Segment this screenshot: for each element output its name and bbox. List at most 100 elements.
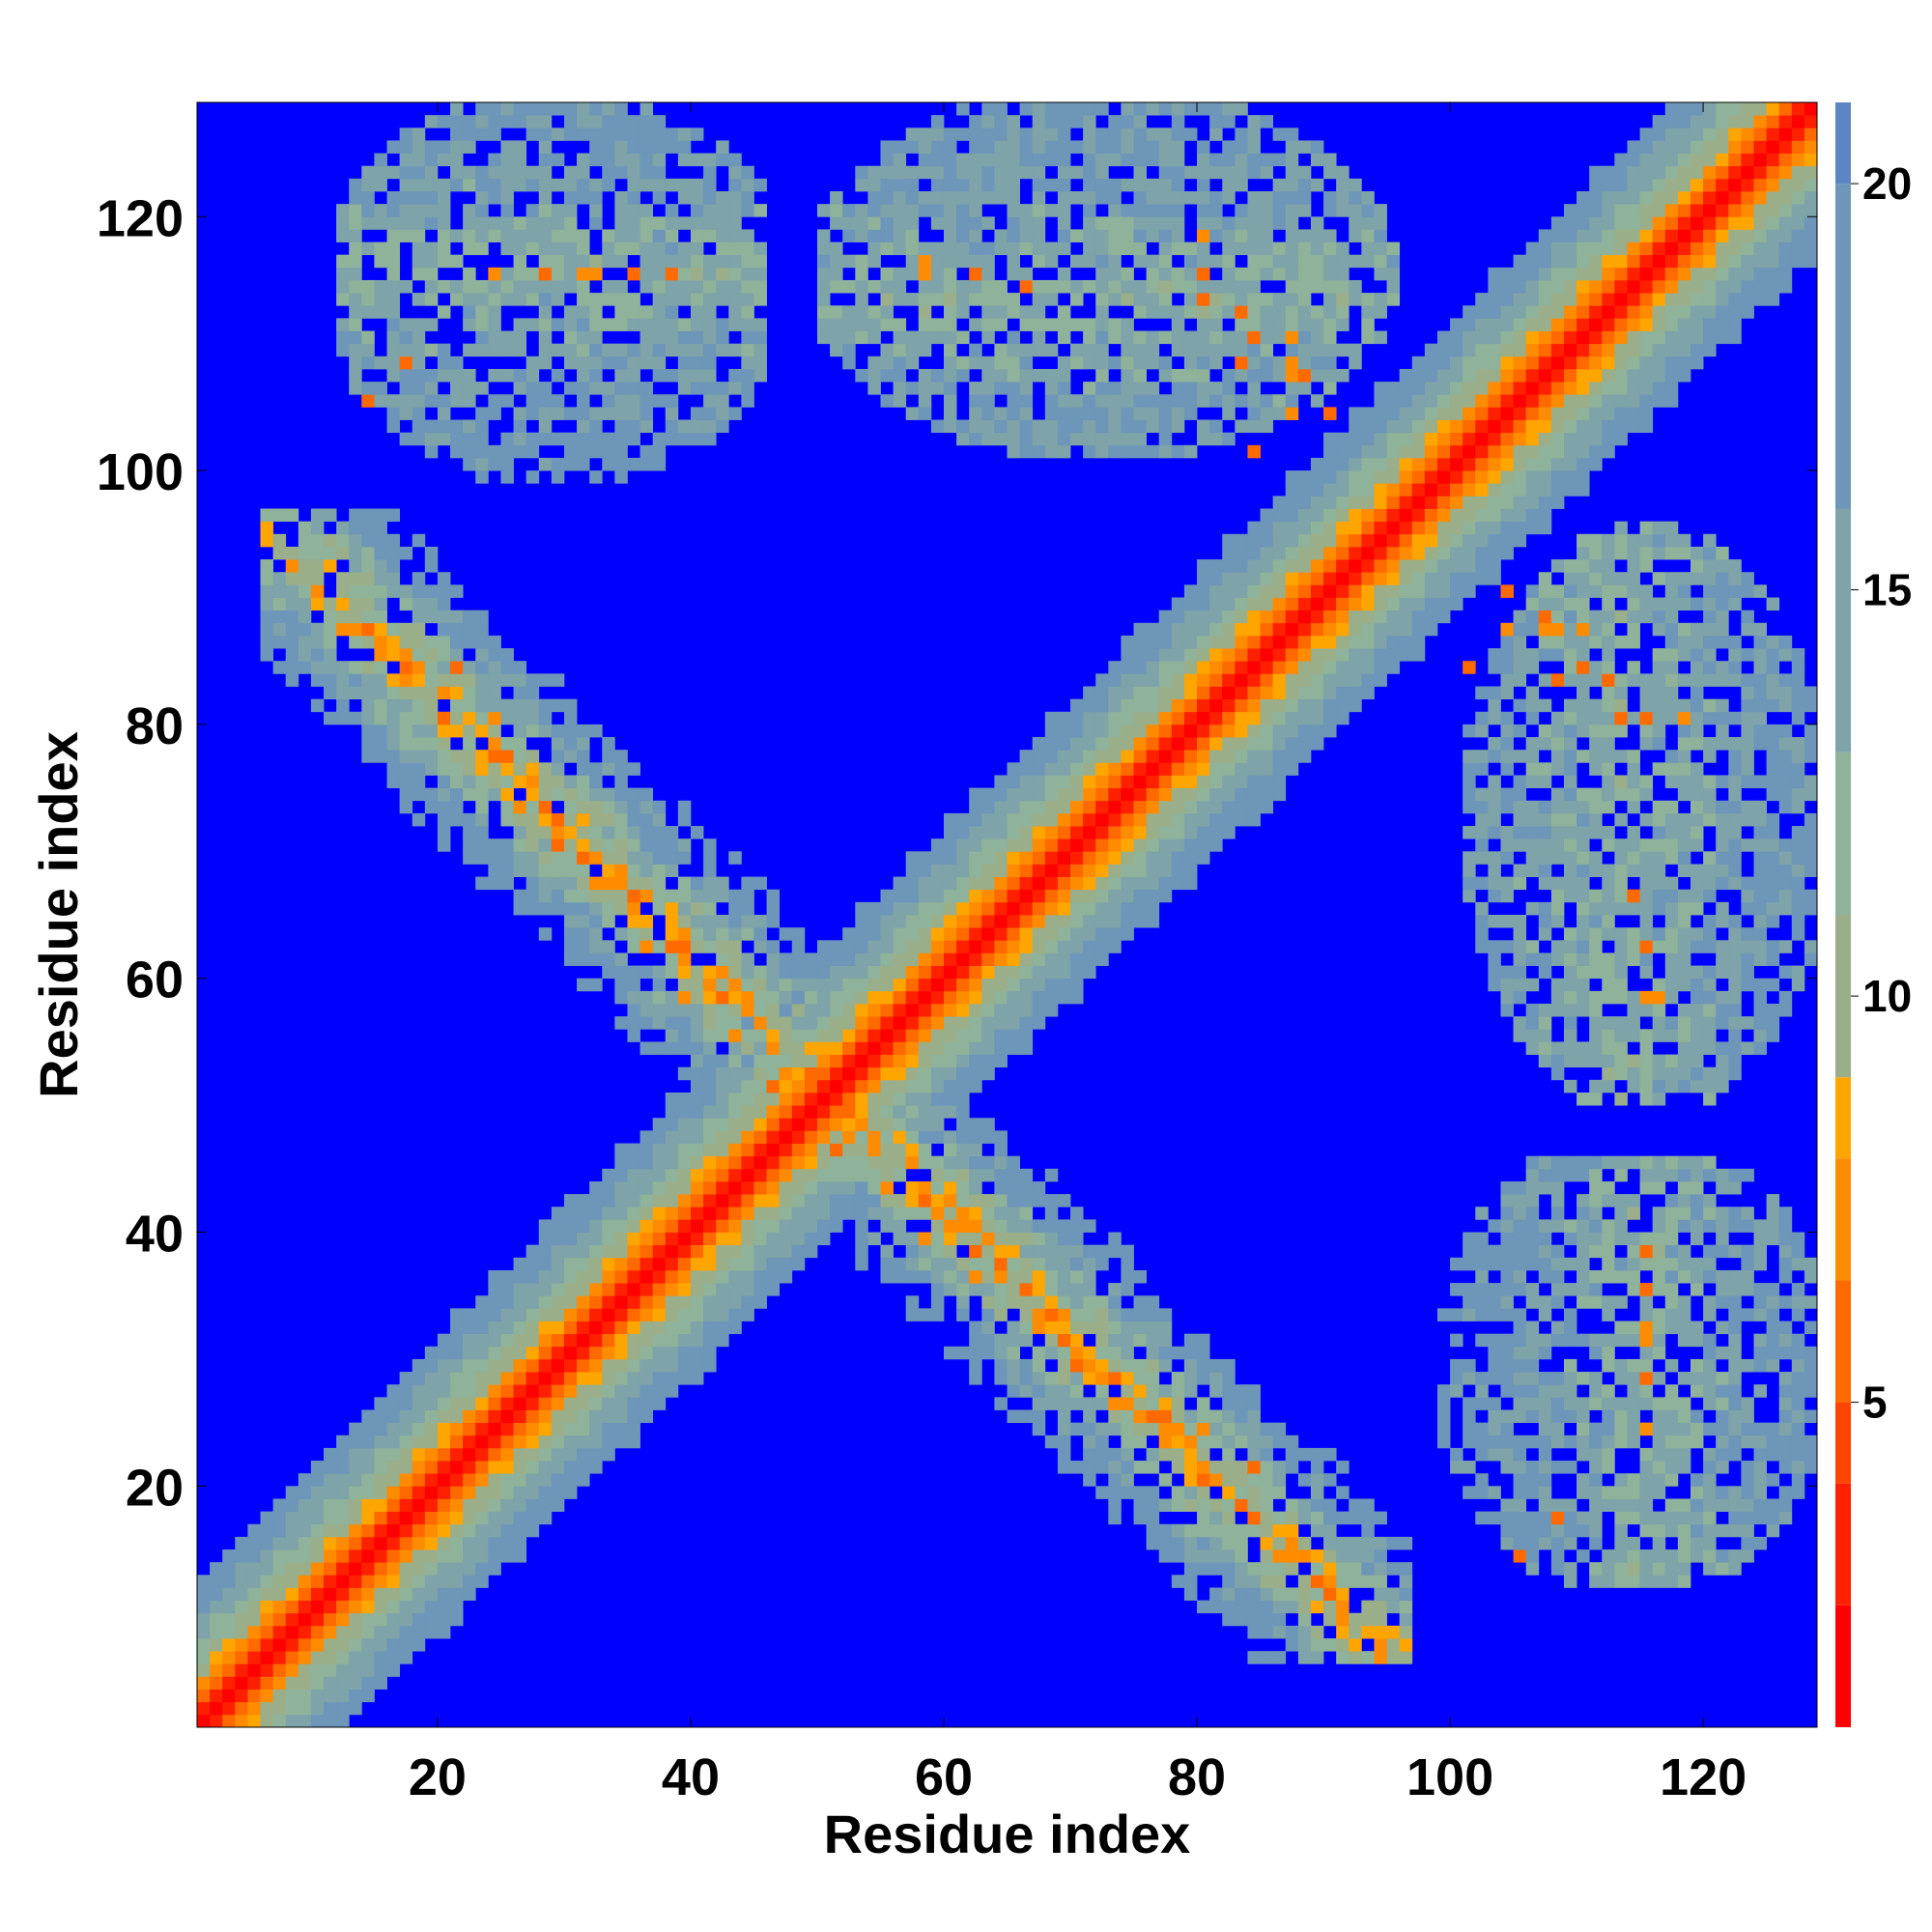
heatmap-cell [741, 267, 754, 281]
heatmap-cell [285, 1511, 299, 1525]
heatmap-cell [1310, 1486, 1324, 1499]
heatmap-cell [1083, 1257, 1096, 1271]
heatmap-cell [475, 762, 489, 776]
heatmap-cell [1121, 1358, 1134, 1373]
heatmap-cell [513, 343, 527, 357]
heatmap-cell [766, 1029, 781, 1042]
heatmap-cell [1183, 343, 1198, 357]
heatmap-cell [526, 407, 540, 420]
heatmap-cell [1336, 1651, 1350, 1664]
heatmap-cell [310, 673, 325, 687]
heatmap-cell [1209, 1473, 1223, 1487]
heatmap-cell [577, 318, 590, 331]
heatmap-cell [1158, 1346, 1173, 1360]
heatmap-cell [893, 990, 907, 1005]
heatmap-cell [1235, 661, 1248, 674]
heatmap-cell [538, 305, 553, 319]
heatmap-cell [324, 1486, 337, 1499]
heatmap-cell [1209, 318, 1223, 331]
heatmap-cell [741, 165, 754, 180]
heatmap-cell [424, 1523, 439, 1538]
heatmap-cell [1019, 826, 1034, 839]
heatmap-cell [981, 153, 995, 167]
heatmap-cell [1146, 407, 1160, 420]
heatmap-cell [488, 293, 501, 306]
heatmap-cell [969, 927, 982, 941]
heatmap-cell [943, 267, 957, 281]
heatmap-cell [374, 165, 387, 180]
heatmap-cell [1044, 1168, 1059, 1182]
heatmap-cell [463, 622, 476, 637]
heatmap-cell [1247, 711, 1261, 725]
heatmap-cell [1108, 812, 1122, 827]
heatmap-cell [994, 1244, 1008, 1259]
heatmap-cell [500, 1435, 514, 1449]
heatmap-cell [513, 254, 527, 269]
heatmap-cell [374, 546, 387, 560]
heatmap-cell [627, 889, 640, 903]
heatmap-cell [1336, 1587, 1350, 1601]
heatmap-cell [298, 521, 312, 535]
heatmap-cell [1285, 1461, 1299, 1474]
heatmap-cell [855, 1207, 868, 1220]
heatmap-cell [424, 559, 439, 573]
heatmap-cell [1146, 737, 1160, 751]
heatmap-cell [1019, 368, 1034, 383]
heatmap-cell [1108, 1397, 1122, 1410]
heatmap-cell [399, 394, 413, 408]
heatmap-cell [930, 1295, 945, 1309]
heatmap-cell [1361, 318, 1375, 331]
heatmap-cell [374, 1562, 387, 1576]
heatmap-cell [918, 927, 932, 941]
heatmap-cell [1044, 204, 1059, 217]
heatmap-cell [956, 826, 970, 839]
heatmap-cell [1032, 1283, 1046, 1296]
heatmap-cell [766, 1180, 781, 1195]
heatmap-cell [386, 1409, 401, 1424]
heatmap-cell [994, 1397, 1008, 1410]
heatmap-cell [1121, 1372, 1134, 1385]
heatmap-cell [981, 812, 995, 827]
heatmap-cell [1323, 521, 1337, 535]
heatmap-cell [677, 1066, 692, 1081]
heatmap-cell [969, 419, 982, 434]
heatmap-cell [336, 1511, 350, 1525]
heatmap-cell [716, 1016, 729, 1030]
heatmap-cell [779, 1105, 793, 1119]
heatmap-cell [1032, 965, 1046, 980]
heatmap-cell [1121, 661, 1134, 674]
heatmap-cell [526, 889, 540, 903]
heatmap-cell [1158, 419, 1173, 434]
heatmap-cell [1260, 190, 1274, 205]
heatmap-cell [1197, 1562, 1210, 1576]
heatmap-cell [538, 1473, 553, 1487]
heatmap-cell [551, 812, 565, 827]
heatmap-cell [690, 927, 704, 941]
heatmap-cell [1260, 610, 1274, 624]
heatmap-cell [1247, 204, 1261, 217]
heatmap-cell [361, 559, 375, 573]
heatmap-cell [349, 635, 362, 649]
heatmap-cell [627, 1143, 640, 1157]
heatmap-cell [577, 800, 590, 814]
heatmap-cell [1247, 330, 1261, 345]
heatmap-cell [1209, 572, 1223, 585]
heatmap-cell [918, 204, 932, 217]
heatmap-cell [943, 153, 957, 167]
heatmap-cell [1260, 572, 1274, 585]
heatmap-cell [981, 305, 995, 319]
heatmap-cell [1297, 368, 1312, 383]
heatmap-cell [526, 1244, 540, 1259]
heatmap-cell [437, 724, 451, 738]
heatmap-cell [513, 165, 527, 180]
heatmap-cell [639, 407, 654, 420]
heatmap-cell [577, 1447, 590, 1462]
heatmap-cell [310, 1689, 325, 1703]
heatmap-cell [830, 279, 843, 294]
heatmap-cell [703, 1219, 717, 1233]
heatmap-cell [779, 1143, 793, 1157]
heatmap-cell [463, 1536, 476, 1550]
heatmap-cell [1260, 254, 1274, 269]
heatmap-cell [652, 216, 667, 230]
heatmap-cell [437, 1549, 451, 1563]
